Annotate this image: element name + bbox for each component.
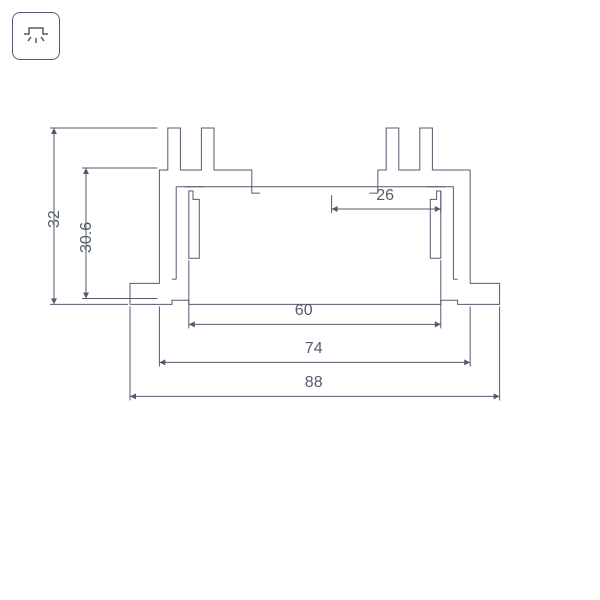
dimension-label: 74: [305, 340, 323, 358]
dimension-label: 26: [376, 187, 394, 205]
dimension-label: 88: [305, 374, 323, 392]
dimension-label: 60: [295, 302, 313, 320]
cross-section-drawing: [0, 0, 600, 600]
dimension-label: 32: [46, 210, 64, 228]
dimension-label: 30.6: [78, 222, 96, 253]
